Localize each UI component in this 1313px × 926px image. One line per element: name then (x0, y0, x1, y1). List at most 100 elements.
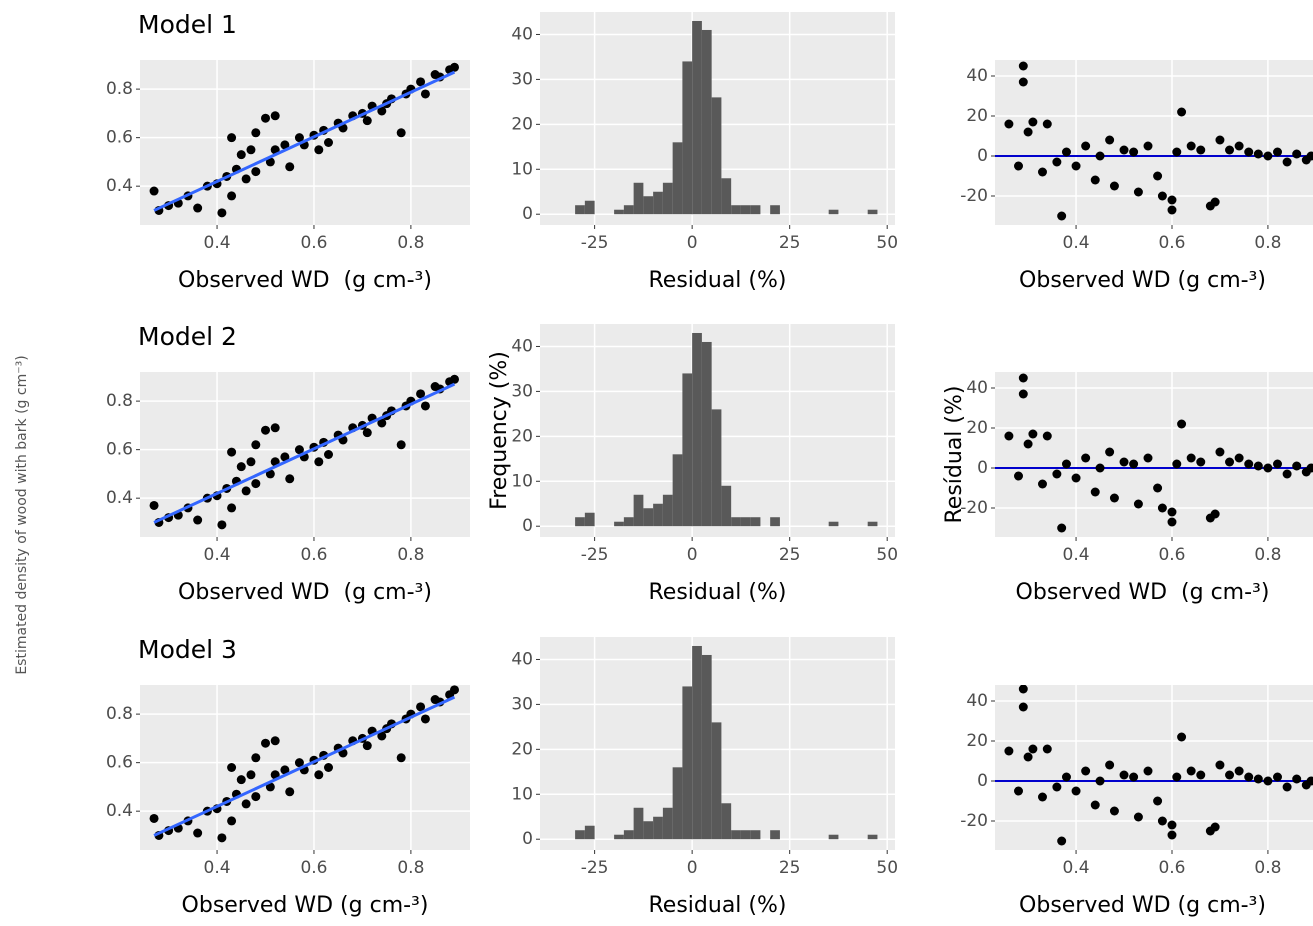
point (1143, 766, 1153, 776)
point (377, 731, 387, 741)
point (1004, 119, 1014, 129)
y-tick-label: 20 (966, 418, 988, 438)
point (1196, 770, 1206, 780)
point (1042, 119, 1052, 129)
point (1157, 503, 1167, 513)
x-tick-label: 0.6 (300, 233, 327, 253)
point (227, 763, 237, 772)
point (1023, 127, 1033, 137)
point (449, 62, 459, 72)
bar (682, 686, 693, 840)
point (416, 702, 426, 712)
point (362, 428, 372, 438)
bar (575, 830, 585, 840)
point (1253, 149, 1263, 159)
bar (740, 517, 751, 527)
point (251, 479, 261, 489)
point (377, 418, 387, 428)
point (420, 714, 430, 724)
point (1129, 772, 1139, 782)
point (1210, 822, 1220, 832)
point (1225, 145, 1235, 155)
x-tick-label: 25 (779, 858, 801, 878)
shared-y-label: Estimated density of wood with bark (g c… (14, 355, 30, 674)
point (1282, 782, 1292, 792)
y-tick-label: -20 (960, 811, 988, 831)
point (1196, 457, 1206, 467)
point (1071, 786, 1081, 796)
point (1090, 175, 1100, 185)
point (1292, 461, 1302, 471)
point (1306, 776, 1313, 786)
point (1253, 774, 1263, 784)
bar (701, 29, 712, 215)
point (1129, 459, 1139, 469)
bar (867, 209, 878, 215)
point (1215, 447, 1225, 457)
y-tick-label: 10 (511, 159, 533, 179)
point (1244, 459, 1254, 469)
point (396, 440, 406, 450)
point (1071, 161, 1081, 171)
x-axis-label: Observed WD (g cm-³) (1019, 893, 1266, 918)
bar (867, 834, 878, 840)
y-tick-label: 40 (511, 336, 533, 356)
point (1052, 157, 1062, 167)
bar (740, 830, 751, 840)
x-tick-label: 50 (876, 545, 898, 565)
point (251, 167, 261, 177)
point (241, 799, 251, 809)
bar (653, 191, 663, 215)
point (1023, 752, 1033, 762)
point (149, 186, 159, 196)
plot-area (575, 645, 878, 840)
point (1282, 469, 1292, 479)
point (1061, 459, 1071, 469)
point (1225, 770, 1235, 780)
point (1095, 776, 1105, 786)
point (1157, 191, 1167, 201)
point (1292, 149, 1302, 159)
y-tick-label: 0 (522, 204, 533, 224)
panel-background (995, 60, 1313, 225)
bar (867, 521, 878, 527)
point (396, 128, 406, 138)
point (236, 150, 246, 160)
point (1167, 820, 1177, 830)
point (1153, 483, 1163, 493)
point (285, 474, 295, 484)
point (1028, 744, 1038, 754)
point (1119, 145, 1129, 155)
bar (750, 830, 761, 840)
x-tick-label: 0 (687, 545, 698, 565)
x-axis-label: Observed WD (g cm-³) (178, 268, 432, 293)
bar (711, 97, 722, 215)
x-tick-label: 0.8 (1254, 545, 1281, 565)
y-tick-label: 40 (511, 649, 533, 669)
point (1143, 453, 1153, 463)
point (1057, 836, 1067, 846)
x-tick-label: -25 (581, 233, 609, 253)
chart-title: Model 2 (138, 322, 237, 351)
point (1081, 141, 1091, 151)
bar (643, 196, 654, 215)
point (1018, 702, 1028, 712)
bar (701, 654, 712, 840)
x-tick-label: 0 (687, 858, 698, 878)
point (1292, 774, 1302, 784)
point (1081, 766, 1091, 776)
point (324, 138, 334, 147)
point (1004, 431, 1014, 441)
bar (672, 454, 683, 527)
point (193, 203, 203, 213)
bar (692, 645, 702, 840)
y-axis-label: Resídual (%) (942, 386, 967, 524)
point (1042, 431, 1052, 441)
y-tick-label: 30 (511, 381, 533, 401)
x-tick-label: 0.8 (397, 233, 424, 253)
point (1018, 61, 1028, 71)
y-tick-label: 0 (977, 458, 988, 478)
point (294, 758, 304, 768)
panel-background (995, 685, 1313, 850)
point (285, 787, 295, 797)
